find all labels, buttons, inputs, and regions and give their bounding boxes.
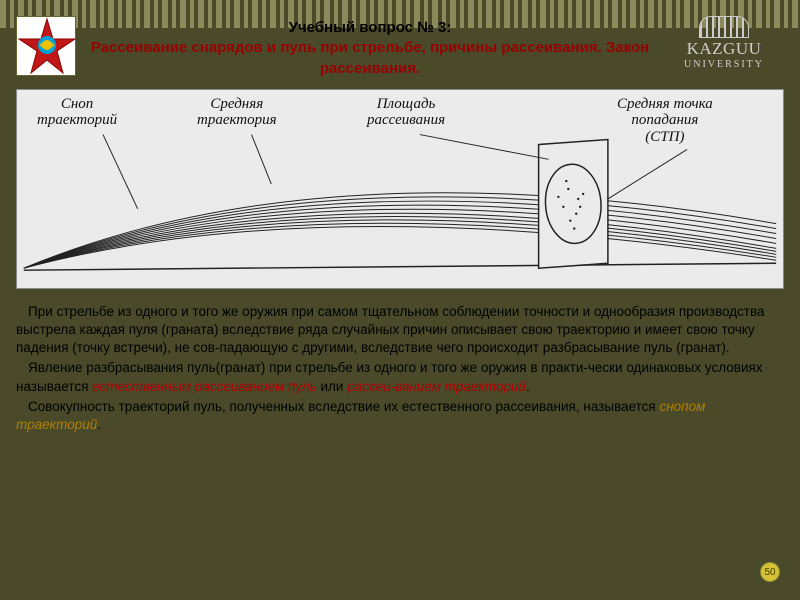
term-natural-dispersion: естественным рассеиванием пуль [92, 379, 317, 394]
paragraph-3: Совокупность траекторий пуль, полученных… [16, 398, 784, 434]
trajectory-diagram: Сноптраекторий Средняятраектория Площадь… [16, 89, 784, 289]
university-logo: KAZGUU UNIVERSITY [664, 16, 784, 70]
label-bundle: Сноптраекторий [37, 96, 117, 129]
emblem-star-icon [16, 16, 76, 76]
label-area: Площадьрассеивания [367, 96, 445, 129]
building-icon [699, 16, 749, 38]
logo-name: KAZGUU [664, 40, 784, 59]
title-sub: Рассеивание снарядов и пуль при стрельбе… [88, 38, 652, 79]
body-text: При стрельбе из одного и того же оружия … [16, 303, 784, 435]
title-block: Учебный вопрос № 3: Рассеивание снарядов… [84, 16, 656, 79]
header: Учебный вопрос № 3: Рассеивание снарядов… [16, 16, 784, 79]
logo-sub: UNIVERSITY [664, 59, 784, 70]
paragraph-2: Явление разбрасывания пуль(гранат) при с… [16, 359, 784, 395]
page-number: 50 [760, 562, 780, 582]
paragraph-1: При стрельбе из одного и того же оружия … [16, 303, 784, 358]
label-mean: Средняятраектория [197, 96, 277, 129]
label-stp: Средняя точкапопадания(СТП) [617, 96, 713, 146]
term-trajectory-dispersion: рассеи-ванием траекторий [347, 379, 526, 394]
title-main: Учебный вопрос № 3: [88, 18, 652, 38]
